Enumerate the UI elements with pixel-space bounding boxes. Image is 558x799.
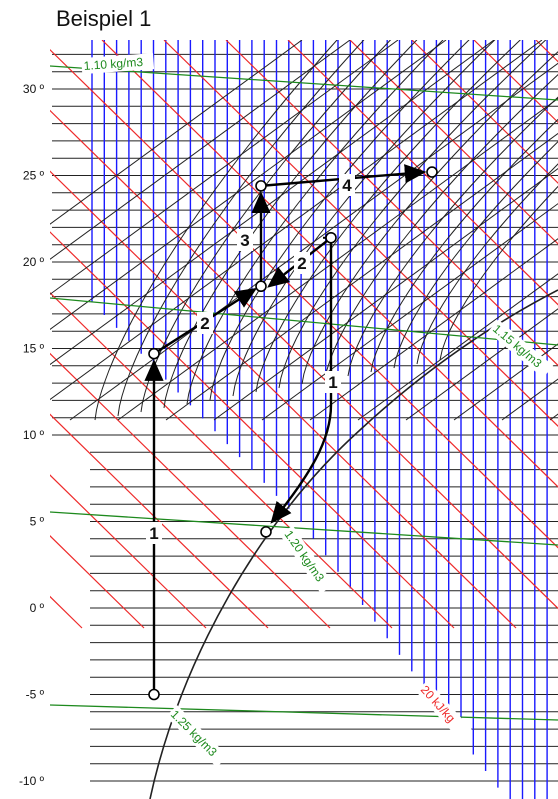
y-tick-label: 15 º: [23, 342, 45, 356]
enthalpy-line: [50, 170, 517, 629]
y-tick-label: 30 º: [23, 82, 45, 96]
y-tick-label: -5 º: [26, 688, 45, 702]
enthalpy-line: [50, 595, 83, 629]
process-point: [148, 347, 160, 360]
process-point: [255, 180, 267, 192]
process-point: [325, 231, 337, 244]
isenthalpic-line: [261, 203, 558, 421]
enthalpy-line: [411, 40, 558, 184]
enthalpy-line: [349, 40, 558, 245]
step-label-bg: [339, 174, 355, 196]
density-label: 1.25 kg/m3: [168, 707, 220, 759]
humidity-curve: [255, 40, 521, 393]
y-tick-label: 20 º: [23, 255, 45, 269]
humidity-curve: [439, 185, 558, 361]
density-line: [50, 511, 558, 546]
isenthalpic-line: [50, 40, 351, 260]
y-tick-label: 25 º: [23, 169, 45, 183]
isenthalpic-line: [117, 97, 558, 421]
label-bg: [81, 53, 155, 75]
enthalpy-line: [50, 474, 207, 629]
humidity-curve: [186, 40, 444, 405]
step-label: 1: [328, 373, 337, 392]
label-bg: [415, 680, 472, 741]
isenthalpic-line: [50, 40, 303, 225]
enthalpy-line: [50, 291, 393, 629]
isenthalpic-line: [165, 132, 558, 421]
enthalpy-label: 20 kJ/kg: [418, 683, 458, 726]
humidity-curve: [94, 40, 338, 421]
humidity-curve: [301, 51, 558, 385]
step-label-bg: [294, 252, 310, 274]
process-point: [148, 688, 160, 701]
isenthalpic-line: [213, 167, 558, 421]
isenthalpic-line: [50, 40, 399, 295]
isenthalpic-line: [50, 40, 447, 331]
chart-title: Beispiel 1: [56, 6, 152, 31]
humidity-curve: [163, 40, 418, 409]
enthalpy-line: [0, 40, 20, 628]
isenthalpic-line: [357, 273, 558, 421]
enthalpy-line: [50, 109, 558, 610]
process-segment: [270, 237, 333, 524]
humidity-curve: [117, 40, 365, 417]
humidity-curve: [393, 140, 558, 369]
isenthalpic-line: [50, 40, 495, 366]
enthalpy-line: [50, 413, 269, 629]
y-tick-label: 0 º: [30, 601, 45, 615]
enthalpy-line: [50, 48, 558, 549]
label-bg: [165, 705, 228, 768]
process-point: [426, 166, 438, 178]
y-tick-label: 5 º: [30, 515, 45, 529]
humidity-curve: [416, 163, 558, 365]
label-bg: [487, 319, 554, 379]
y-tick-label: -10 º: [19, 774, 45, 788]
isenthalpic-line: [405, 308, 558, 421]
step-label: 2: [297, 254, 306, 273]
isenthalpic-line: [50, 40, 543, 401]
enthalpy-line: [287, 40, 558, 306]
humidity-curve: [140, 40, 392, 413]
density-line: [50, 297, 558, 346]
step-label-bg: [237, 229, 253, 251]
isenthalpic-line: [309, 238, 558, 421]
enthalpy-line: [225, 40, 558, 367]
humidity-curve: [324, 73, 558, 381]
y-axis: 30 º 25 º 20 º 15 º 10 º 5 º 0 º -5 º -10 º: [19, 82, 45, 788]
step-label-bg: [197, 312, 213, 334]
step-label: 3: [240, 231, 249, 250]
enthalpy-line: [50, 231, 455, 629]
density-label: 1.10 kg/m3: [83, 55, 144, 73]
step-label-bg: [146, 522, 162, 544]
step-label: 1: [149, 524, 158, 543]
enthalpy-line: [50, 352, 331, 629]
step-label: 4: [342, 176, 352, 195]
label-bg: [279, 525, 334, 594]
step-label: 2: [200, 314, 209, 333]
enthalpy-line: [50, 535, 145, 629]
humidity-curve: [347, 96, 558, 377]
step-label-bg: [325, 371, 341, 393]
density-line: [50, 65, 558, 101]
process-point: [255, 280, 267, 293]
y-tick-label: 10 º: [23, 428, 45, 442]
process-path: 1 2 3 4 2 1: [144, 164, 438, 701]
enthalpy-line: [101, 40, 558, 488]
isenthalpic-line: [549, 413, 558, 421]
process-point: [260, 526, 272, 538]
density-line: [50, 704, 558, 721]
